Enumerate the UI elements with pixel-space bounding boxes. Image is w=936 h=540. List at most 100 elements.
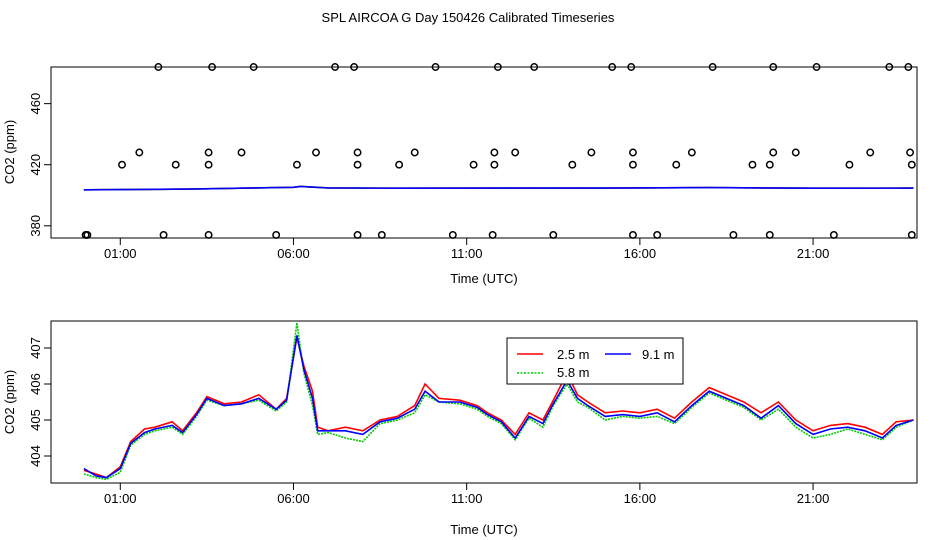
- top-xlabel: Time (UTC): [450, 271, 517, 286]
- top-data-point: [159, 230, 168, 239]
- top-data-point: [629, 230, 637, 239]
- top-x-tick-label: 11:00: [451, 246, 483, 261]
- top-data-point: [312, 148, 320, 157]
- bottom-series-line-1: [83, 322, 914, 481]
- top-data-point: [765, 230, 774, 239]
- top-data-point: [687, 148, 696, 157]
- bottom-plot-frame: [50, 320, 918, 484]
- bottom-xlabel: Time (UTC): [450, 522, 517, 537]
- top-data-point: [353, 148, 362, 157]
- top-data-point: [204, 230, 213, 239]
- top-x-tick-label: 21:00: [797, 246, 830, 261]
- top-data-point: [845, 160, 854, 169]
- legend: 2.5 m 5.8 m 9.1 m: [506, 337, 684, 385]
- top-data-point: [511, 148, 520, 157]
- top-data-point: [208, 63, 217, 71]
- top-data-point: [171, 160, 180, 169]
- bottom-axes: 01:00 06:00 11:00 16:00 21:00 404 405 406 407: [28, 337, 829, 506]
- bottom-y-tick-label: 404: [28, 445, 43, 467]
- top-data-point: [377, 230, 386, 239]
- top-data-point: [748, 160, 757, 169]
- top-data-point: [493, 63, 502, 71]
- top-data-point: [672, 160, 681, 169]
- top-data-point: [350, 63, 359, 71]
- top-data-point: [765, 160, 774, 169]
- bottom-series-line-0: [83, 337, 914, 479]
- top-data-point: [490, 160, 499, 169]
- chart-title: SPL AIRCOA G Day 150426 Calibrated Times…: [322, 10, 615, 25]
- bottom-x-tick-label: 06:00: [277, 491, 310, 506]
- top-data-point: [204, 148, 213, 157]
- top-data-point: [906, 148, 915, 157]
- legend-label-2.5m: 2.5 m: [557, 347, 590, 362]
- top-data-point: [154, 63, 163, 71]
- bottom-x-tick-label: 01:00: [104, 491, 137, 506]
- top-data-point: [549, 230, 558, 239]
- top-panel: 01:00 06:00 11:00 16:00 21:00 380 420 460 Time …: [2, 63, 918, 286]
- top-data-point: [272, 230, 281, 239]
- top-data-point: [410, 148, 419, 157]
- bottom-ylabel: CO2 (ppm): [2, 370, 17, 434]
- top-data-point: [395, 160, 404, 169]
- top-data-point: [729, 230, 738, 239]
- top-data-point: [83, 230, 92, 239]
- top-data-point: [204, 160, 213, 169]
- top-data-point: [530, 63, 539, 71]
- top-series-line-2: [83, 185, 914, 191]
- top-data-point: [431, 63, 440, 71]
- top-x-tick-label: 01:00: [104, 246, 137, 261]
- bottom-x-tick-label: 16:00: [624, 491, 657, 506]
- legend-label-5.8m: 5.8 m: [557, 365, 590, 380]
- top-y-tick-label: 420: [28, 154, 43, 176]
- top-data-point: [490, 148, 499, 157]
- top-data-point: [587, 148, 596, 157]
- bottom-panel: 01:00 06:00 11:00 16:00 21:00 404 405 406 407 Ti…: [2, 320, 918, 537]
- top-plot-frame: [50, 66, 918, 239]
- top-data-point: [627, 63, 636, 71]
- legend-label-9.1m: 9.1 m: [642, 347, 675, 362]
- top-data-point: [708, 63, 717, 71]
- top-data-point: [653, 230, 662, 239]
- top-x-tick-label: 06:00: [277, 246, 310, 261]
- top-data-point: [292, 160, 301, 169]
- top-data-point: [812, 63, 821, 71]
- bottom-y-tick-label: 407: [28, 337, 43, 359]
- top-data-point: [791, 148, 800, 157]
- top-data-point: [866, 148, 875, 157]
- top-y-tick-label: 380: [28, 215, 43, 237]
- top-data-point: [331, 63, 339, 71]
- top-data-point: [237, 148, 246, 157]
- bottom-x-tick-label: 21:00: [797, 491, 830, 506]
- top-data-point: [829, 230, 838, 239]
- legend-box: [506, 337, 684, 385]
- top-data-point: [769, 63, 778, 71]
- top-data-point: [907, 160, 916, 169]
- top-data-point: [907, 230, 916, 239]
- top-data-point: [629, 148, 637, 157]
- top-data-point: [488, 230, 497, 239]
- top-data-point: [353, 230, 362, 239]
- top-data-point: [249, 63, 258, 71]
- top-data-point: [608, 63, 617, 71]
- top-data-point: [568, 160, 577, 169]
- top-data-point: [904, 63, 913, 71]
- top-data-point: [629, 160, 637, 169]
- top-data-point: [118, 160, 126, 169]
- top-x-tick-label: 16:00: [624, 246, 657, 261]
- bottom-y-tick-label: 405: [28, 409, 43, 431]
- top-ylabel: CO2 (ppm): [2, 120, 17, 184]
- top-data-point: [135, 148, 144, 157]
- top-data-point: [353, 160, 362, 169]
- top-marks: [81, 63, 916, 239]
- top-data-point: [448, 230, 457, 239]
- top-axes: 01:00 06:00 11:00 16:00 21:00 380 420 460: [28, 93, 829, 261]
- bottom-x-tick-label: 11:00: [451, 491, 483, 506]
- bottom-y-tick-label: 406: [28, 373, 43, 395]
- bottom-marks: [83, 322, 914, 481]
- top-y-tick-label: 460: [28, 93, 43, 115]
- top-data-point: [469, 160, 478, 169]
- top-data-point: [769, 148, 778, 157]
- bottom-series-line-2: [83, 335, 914, 479]
- top-data-point: [885, 63, 894, 71]
